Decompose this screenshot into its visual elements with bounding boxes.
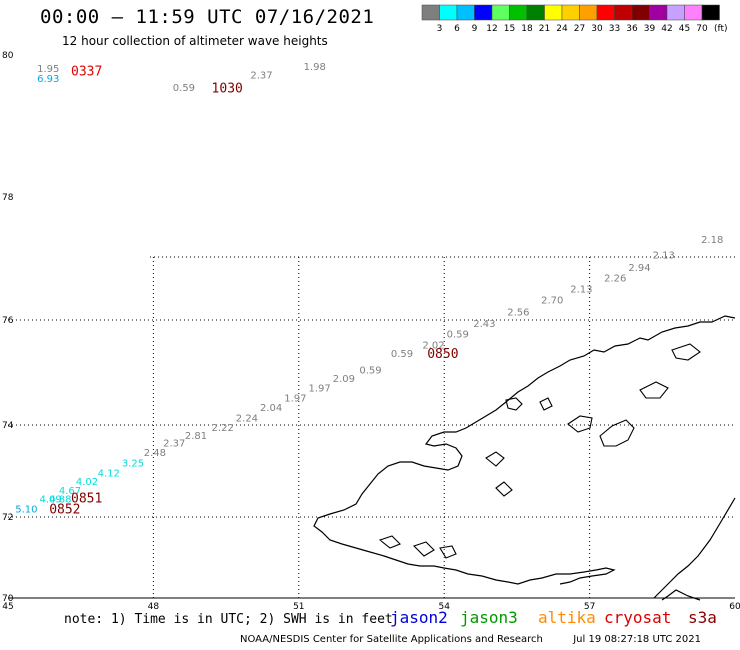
wave-height-value: 1.97 (284, 393, 306, 404)
wave-height-value: 4.88 (49, 495, 71, 506)
color-scale-legend: 3 6 9 12 15 18 21 24 27 30 33 36 39 42 45 70 (ft) (421, 4, 728, 34)
credit-line: NOAA/NESDIS Center for Satellite Applica… (240, 634, 701, 645)
pass-time-label: 0337 (71, 65, 102, 80)
wave-height-value: 0.59 (359, 366, 381, 377)
scale-label: 18 (521, 24, 533, 34)
wave-height-value: 2.37 (163, 439, 185, 450)
pass-time-label: 0851 (71, 492, 102, 507)
wave-height-value: 4.12 (98, 469, 120, 480)
mission-cryosat: cryosat (604, 608, 672, 627)
scale-unit: (ft) (714, 24, 728, 34)
pass-time-label: 0852 (49, 502, 80, 517)
scale-label: 42 (661, 24, 672, 34)
page-subtitle: 12 hour collection of altimeter wave hei… (62, 34, 328, 48)
coastline-mainland (653, 497, 736, 601)
wave-height-value: 2.04 (260, 403, 282, 414)
wave-height-value: 2.37 (250, 70, 272, 81)
credit-text: NOAA/NESDIS Center for Satellite Applica… (240, 634, 543, 645)
wave-height-value: 1.95 (37, 64, 59, 75)
wave-height-value: 2.26 (604, 273, 626, 284)
mission-jason3: jason3 (460, 608, 518, 627)
wave-height-value: 1.97 (308, 383, 330, 394)
lat-tick-label: 80 (2, 51, 14, 61)
lat-tick-label: 76 (2, 316, 14, 326)
wave-height-value: 0.59 (447, 329, 469, 340)
wave-height-value: 2.02 (422, 340, 444, 351)
wave-height-value: 6.93 (37, 74, 59, 85)
lat-tick-label: 78 (2, 193, 14, 203)
lat-tick-label: 72 (2, 513, 13, 523)
scale-label: 12 (486, 24, 497, 34)
novaya-zemlya-landmass (313, 315, 736, 601)
scale-label: 27 (574, 24, 585, 34)
lon-tick-label: 60 (729, 602, 740, 612)
scale-label: 6 (454, 24, 460, 34)
wave-height-value: 2.48 (144, 448, 166, 459)
lon-tick-label: 51 (293, 602, 304, 612)
scale-label: 9 (472, 24, 478, 34)
generated-timestamp: Jul 19 08:27:18 UTC 2021 (573, 634, 701, 645)
wave-height-value: 2.81 (185, 431, 207, 442)
wave-height-value: 2.70 (541, 295, 563, 306)
lat-tick-label: 70 (2, 594, 14, 604)
wave-height-value: 4.09 (40, 495, 62, 506)
mission-s3a: s3a (688, 608, 717, 627)
scale-label: 33 (609, 24, 620, 34)
wave-height-value: 3.25 (122, 458, 144, 469)
pass-time-label: 0850 (427, 347, 458, 362)
lon-tick-label: 45 (2, 602, 13, 612)
scale-label: 39 (644, 24, 656, 34)
lat-tick-label: 74 (2, 421, 14, 431)
scale-label: 70 (696, 24, 708, 34)
wave-height-value: 1.98 (304, 62, 326, 73)
wave-height-value: 0.59 (173, 83, 195, 94)
scale-swatch (701, 4, 720, 21)
scale-label: 3 (437, 24, 443, 34)
wave-height-value: 4.67 (59, 486, 81, 497)
wave-height-value: 2.13 (653, 251, 675, 262)
mission-altika: altika (538, 608, 596, 627)
wave-height-value: 2.24 (236, 413, 258, 424)
wave-height-value: 2.09 (333, 374, 355, 385)
lon-tick-label: 54 (438, 602, 450, 612)
scale-label: 36 (626, 24, 638, 34)
wave-height-value: 2.22 (212, 423, 234, 434)
wave-height-value: 2.18 (701, 235, 723, 246)
scale-label: 45 (679, 24, 690, 34)
lon-tick-label: 57 (584, 602, 595, 612)
wave-height-value: 2.94 (628, 263, 650, 274)
scale-label: 24 (556, 24, 568, 34)
page-title: 00:00 – 11:59 UTC 07/16/2021 (40, 6, 375, 28)
coastline-north (313, 315, 736, 585)
wave-height-value: 2.13 (570, 284, 592, 295)
scale-label: 21 (539, 24, 550, 34)
scale-label: 15 (504, 24, 515, 34)
pass-time-label: 1030 (212, 82, 243, 97)
wave-height-value: 0.59 (391, 349, 413, 360)
wave-height-value: 2.43 (473, 319, 495, 330)
wave-height-value: 4.02 (76, 477, 98, 488)
scale-label: 30 (591, 24, 603, 34)
coastline-islands (378, 343, 701, 559)
wave-height-value: 5.10 (15, 504, 37, 515)
footer-note: note: 1) Time is in UTC; 2) SWH is in fe… (64, 612, 393, 627)
mission-jason2: jason2 (390, 608, 448, 627)
wave-height-value: 2.56 (507, 308, 529, 319)
lon-tick-label: 48 (148, 602, 160, 612)
